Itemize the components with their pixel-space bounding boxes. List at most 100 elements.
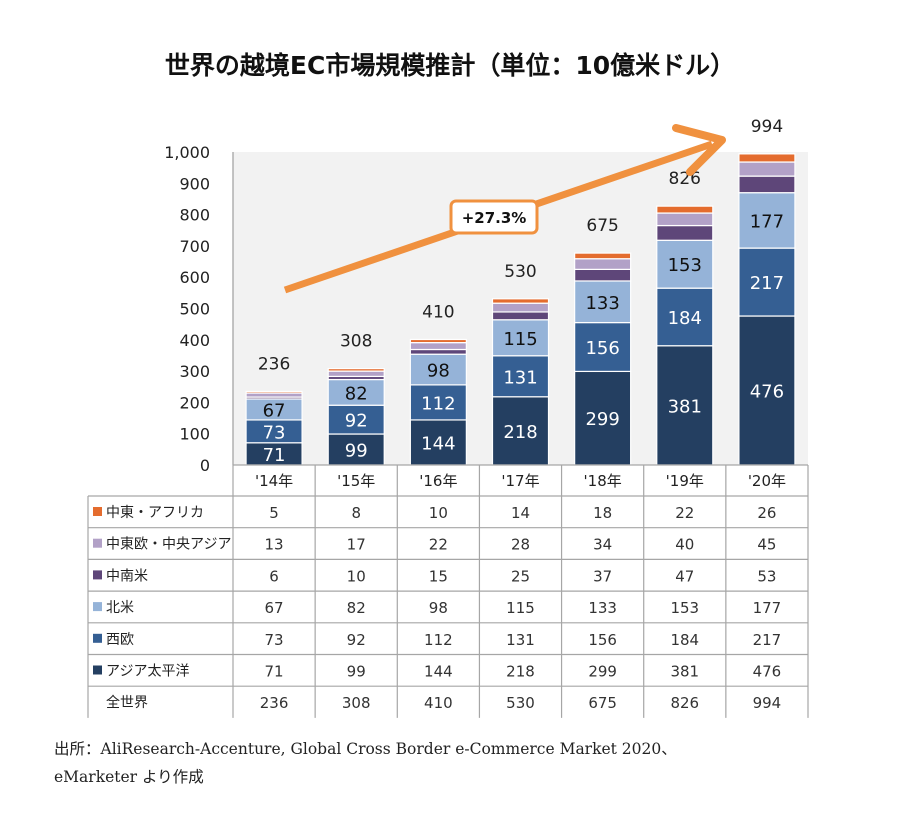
y-tick-label: 800 <box>179 206 210 225</box>
bar-segment <box>738 161 796 177</box>
bar-value-label: 218 <box>503 422 537 443</box>
legend-swatch <box>93 570 102 580</box>
bar-value-label: 98 <box>427 361 450 382</box>
legend-swatch <box>93 633 102 643</box>
table-cell: 15 <box>429 567 448 585</box>
bar-segment <box>656 224 714 241</box>
table-cell: 153 <box>670 599 699 617</box>
bar-value-label: 92 <box>345 411 368 432</box>
bar-segment <box>245 392 303 398</box>
bar-total-label: 530 <box>504 262 536 282</box>
table-cell: 217 <box>753 631 782 649</box>
bar-total-label: 826 <box>669 169 701 189</box>
bar-segment <box>738 153 796 163</box>
table-cell: 133 <box>588 599 617 617</box>
bar-value-label: 82 <box>345 383 368 404</box>
growth-rate-label: +27.3% <box>462 209 527 227</box>
table-row-label: 西欧 <box>106 632 134 648</box>
growth-rate-box <box>449 199 539 235</box>
chart-title: 世界の越境EC市場規模推計（単位：10億米ドル） <box>164 51 736 80</box>
table-cell: 98 <box>429 599 448 617</box>
table-cell: 184 <box>670 631 699 649</box>
bar-segment <box>409 338 467 344</box>
bar-total-label: 994 <box>751 117 783 137</box>
table-total-cell: 826 <box>670 694 699 712</box>
bar-value-label: 153 <box>668 255 702 276</box>
table-total-cell: 308 <box>342 694 371 712</box>
bar-total-label: 236 <box>258 354 290 374</box>
bar-segment <box>656 239 714 289</box>
bar-segment <box>327 370 385 378</box>
bar-segment <box>574 258 632 270</box>
x-category-label: '15年 <box>337 472 375 490</box>
bar-segment <box>491 319 550 357</box>
bar-segment <box>738 247 796 317</box>
table-cell: 144 <box>424 663 453 681</box>
y-tick-label: 100 <box>179 425 210 444</box>
table-cell: 40 <box>675 536 694 554</box>
bar-segment <box>656 287 714 347</box>
table-total-cell: 994 <box>753 694 782 712</box>
table-cell: 28 <box>511 536 530 554</box>
bar-segment <box>327 367 385 372</box>
bar-value-label: 177 <box>750 211 784 232</box>
legend-swatch <box>93 507 102 516</box>
table-cell: 92 <box>347 631 366 649</box>
bar-segment <box>491 396 550 466</box>
bar-value-label: 184 <box>668 308 702 329</box>
table-cell: 22 <box>429 536 448 554</box>
x-category-label: '17年 <box>501 472 539 490</box>
bar-value-label: 156 <box>585 338 619 359</box>
bar-value-label: 71 <box>263 445 286 466</box>
table-cell: 177 <box>753 599 782 617</box>
y-tick-label: 0 <box>200 456 210 475</box>
table-cell: 381 <box>670 663 699 681</box>
bar-segment <box>491 298 550 304</box>
bar-value-label: 381 <box>668 396 702 417</box>
table-total-cell: 675 <box>588 694 617 712</box>
table-cell: 47 <box>675 567 694 585</box>
table-cell: 22 <box>675 504 694 522</box>
y-tick-label: 900 <box>179 174 210 193</box>
y-tick-label: 700 <box>179 237 210 256</box>
bar-segment <box>574 268 632 282</box>
bar-total-label: 675 <box>586 216 618 236</box>
bar-segment <box>409 384 467 421</box>
x-category-label: '18年 <box>584 472 622 490</box>
x-category-label: '20年 <box>748 472 786 490</box>
table-row-label: 中東・アフリカ <box>106 505 204 521</box>
bar-segment <box>574 321 632 373</box>
table-cell: 25 <box>511 567 530 585</box>
legend-swatch <box>93 665 102 675</box>
table-cell: 10 <box>347 567 366 585</box>
table-cell: 476 <box>753 663 782 681</box>
x-category-label: '19年 <box>666 472 704 490</box>
bar-segment <box>738 315 796 466</box>
growth-arrow-head <box>672 124 726 176</box>
table-cell: 26 <box>757 504 776 522</box>
table-total-label: 全世界 <box>106 694 148 711</box>
bar-segment <box>656 212 714 227</box>
bar-total-label: 410 <box>422 302 454 322</box>
table-cell: 99 <box>347 663 366 681</box>
bar-segment <box>656 345 714 466</box>
table-row-label: 北米 <box>106 600 134 616</box>
table-cell: 82 <box>347 599 366 617</box>
table-cell: 18 <box>593 504 612 522</box>
y-tick-label: 300 <box>179 362 210 381</box>
table-cell: 71 <box>265 663 284 681</box>
bar-segment <box>327 404 385 435</box>
y-tick-label: 200 <box>179 393 210 412</box>
bar-segment <box>245 390 303 394</box>
y-tick-label: 500 <box>179 300 210 319</box>
table-cell: 17 <box>347 536 366 554</box>
table-cell: 13 <box>265 536 284 554</box>
bar-segment <box>409 342 467 351</box>
table-cell: 131 <box>506 631 535 649</box>
bar-value-label: 67 <box>263 400 286 421</box>
source-note-line-1: 出所：AliResearch-Accenture, Global Cross B… <box>54 740 677 758</box>
table-cell: 34 <box>593 536 612 554</box>
table-total-cell: 236 <box>260 694 289 712</box>
table-cell: 14 <box>511 504 530 522</box>
